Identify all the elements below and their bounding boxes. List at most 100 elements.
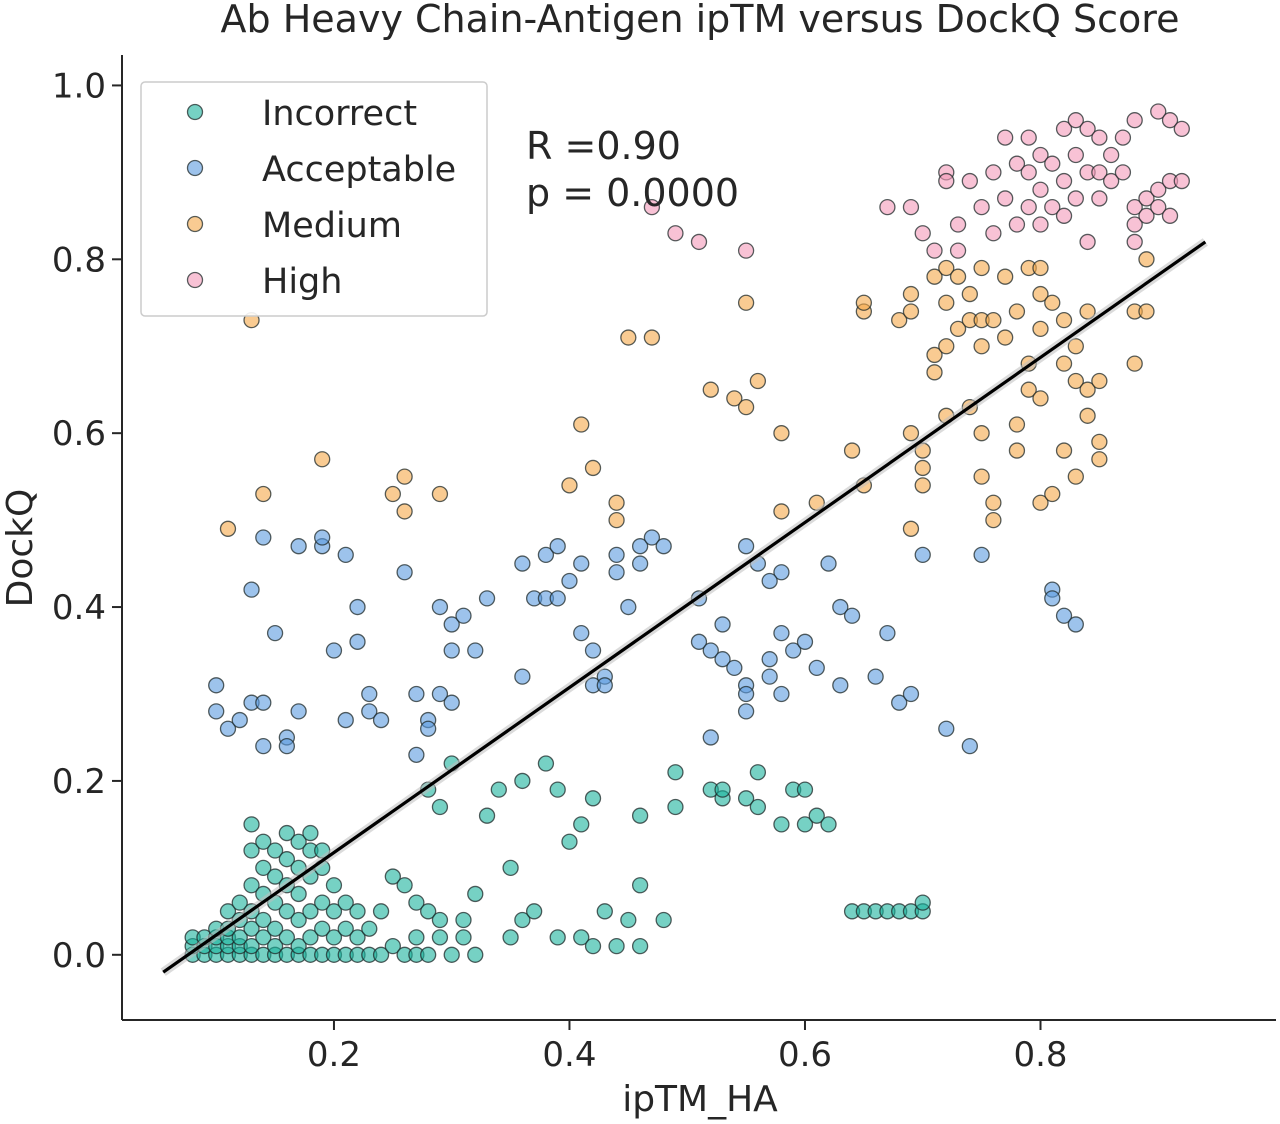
point-incorrect <box>325 929 343 946</box>
point-acceptable <box>243 581 260 598</box>
point-acceptable <box>266 624 284 642</box>
point-high <box>1091 164 1108 181</box>
point-high <box>961 172 978 190</box>
point-medium <box>1008 303 1026 320</box>
point-medium <box>926 364 943 381</box>
point-medium <box>1008 442 1026 459</box>
point-medium <box>737 294 755 311</box>
point-incorrect <box>278 929 296 946</box>
point-incorrect <box>337 920 354 937</box>
point-medium <box>255 485 272 503</box>
point-incorrect <box>255 859 272 877</box>
legend-label-high: High <box>262 262 342 302</box>
point-acceptable <box>773 624 790 642</box>
point-incorrect <box>290 911 307 929</box>
point-medium <box>773 503 790 520</box>
point-medium <box>396 468 413 485</box>
point-medium <box>1067 468 1084 485</box>
point-medium <box>855 294 873 311</box>
point-acceptable <box>631 538 649 555</box>
point-high <box>1008 155 1026 172</box>
point-acceptable <box>208 703 225 720</box>
point-incorrect <box>337 894 354 911</box>
legend-marker-incorrect <box>186 103 204 121</box>
point-high <box>1055 207 1073 224</box>
point-acceptable <box>337 711 354 729</box>
series-medium <box>219 251 1155 537</box>
point-medium <box>702 381 719 398</box>
point-high <box>1161 112 1179 129</box>
point-acceptable <box>973 546 990 564</box>
point-acceptable <box>314 529 331 546</box>
point-incorrect <box>667 798 684 816</box>
x-axis-label: ipTM_HA <box>622 1079 778 1120</box>
point-incorrect <box>302 929 319 946</box>
point-incorrect <box>243 816 260 833</box>
point-incorrect <box>302 824 319 842</box>
point-acceptable <box>773 564 790 581</box>
point-acceptable <box>396 564 413 581</box>
point-medium <box>726 390 743 407</box>
point-medium <box>219 520 237 537</box>
point-medium <box>1079 381 1096 398</box>
point-incorrect <box>266 842 284 859</box>
point-acceptable <box>1067 616 1084 633</box>
point-medium <box>973 259 990 277</box>
point-incorrect <box>620 911 637 929</box>
point-high <box>926 242 943 259</box>
point-medium <box>1138 251 1155 268</box>
point-acceptable <box>879 624 896 642</box>
point-incorrect <box>820 816 837 833</box>
correlation-r-annotation: R =0.90 <box>526 124 681 168</box>
point-high <box>737 242 755 259</box>
point-incorrect <box>737 790 755 807</box>
point-medium <box>843 442 861 459</box>
point-medium <box>938 259 955 277</box>
point-incorrect <box>243 842 260 859</box>
x-axis-ticks: 0.2 0.4 0.6 0.8 <box>307 1020 1068 1075</box>
point-acceptable <box>785 642 802 659</box>
point-medium <box>985 494 1002 511</box>
legend-marker-medium <box>186 215 204 233</box>
point-incorrect <box>796 781 814 798</box>
legend-box <box>140 81 488 317</box>
point-incorrect <box>502 859 519 877</box>
point-incorrect <box>431 911 449 929</box>
point-acceptable <box>655 538 672 555</box>
y-tick-label: 0.8 <box>52 240 106 280</box>
legend: Incorrect Acceptable Medium High <box>140 81 488 317</box>
point-medium <box>396 503 413 520</box>
point-incorrect <box>514 911 531 929</box>
point-medium <box>891 312 908 329</box>
point-acceptable <box>702 642 719 659</box>
point-incorrect <box>384 937 401 955</box>
legend-label-acceptable: Acceptable <box>262 150 456 190</box>
point-acceptable <box>761 668 778 685</box>
point-incorrect <box>655 911 672 929</box>
point-incorrect <box>290 885 307 903</box>
point-medium <box>902 425 920 442</box>
point-acceptable <box>820 555 837 572</box>
legend-label-medium: Medium <box>262 206 402 246</box>
point-acceptable <box>349 598 366 616</box>
point-high <box>1079 120 1096 138</box>
point-medium <box>949 320 967 338</box>
point-incorrect <box>266 868 284 885</box>
point-high <box>1114 164 1132 181</box>
point-acceptable <box>408 685 425 703</box>
point-medium <box>1008 416 1026 433</box>
point-incorrect <box>443 946 460 963</box>
point-acceptable <box>737 703 755 720</box>
point-acceptable <box>372 711 390 729</box>
point-acceptable <box>455 607 472 624</box>
y-tick-label: 0.4 <box>52 588 106 628</box>
point-acceptable <box>325 642 343 659</box>
point-incorrect <box>231 929 248 946</box>
point-medium <box>1138 303 1155 320</box>
point-medium <box>902 303 920 320</box>
point-acceptable <box>643 529 661 546</box>
point-acceptable <box>361 685 378 703</box>
point-medium <box>973 338 990 355</box>
point-acceptable <box>961 737 978 755</box>
point-high <box>1020 129 1037 146</box>
